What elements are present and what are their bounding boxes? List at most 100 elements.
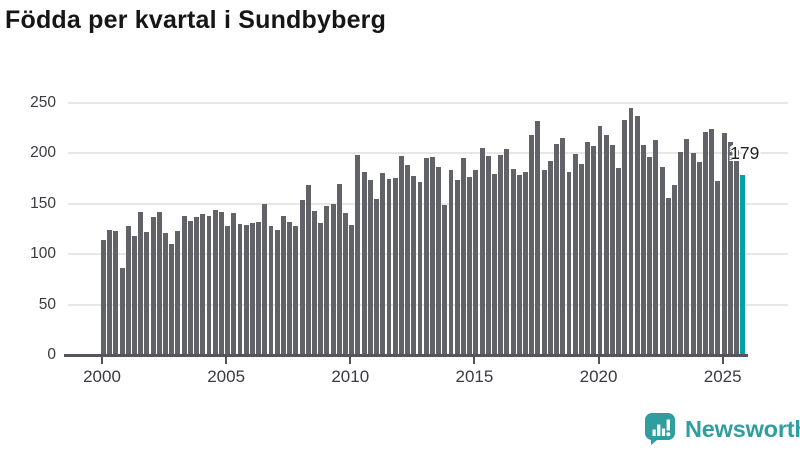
bar (585, 142, 591, 355)
bar (529, 135, 535, 355)
bar (181, 215, 187, 355)
bar (355, 155, 361, 355)
bar (386, 178, 392, 355)
bar (659, 166, 665, 355)
bar (690, 153, 696, 355)
x-axis-tick-label: 2015 (455, 367, 494, 386)
x-axis-tick-label: 2005 (207, 367, 246, 386)
bar (125, 225, 131, 355)
bar (560, 138, 566, 355)
bar (243, 224, 249, 355)
bar (442, 204, 448, 355)
bar (312, 210, 317, 355)
highlight-value-label: 179 (730, 142, 760, 163)
bar (597, 126, 603, 355)
bar (374, 198, 379, 355)
bar (324, 205, 330, 355)
bar (262, 203, 268, 355)
bar (417, 181, 423, 355)
x-axis-tick-label: 2025 (703, 367, 742, 386)
bar (492, 173, 497, 355)
bar (138, 211, 144, 355)
bar (665, 197, 671, 355)
y-axis-tick-label: 200 (30, 144, 56, 162)
bar (144, 232, 150, 355)
chart-title: Födda per kvartal i Sundbyberg (5, 6, 387, 34)
bar (330, 203, 336, 355)
x-axis-tick (721, 357, 724, 364)
bar (684, 139, 690, 355)
bar (672, 184, 677, 355)
bar (274, 230, 280, 355)
x-axis-tick (473, 357, 476, 364)
bar (498, 155, 504, 355)
bar (156, 211, 162, 355)
bar (212, 209, 218, 355)
y-axis-tick-label: 0 (47, 346, 56, 363)
bar-highlight-latest-quarter (740, 174, 746, 355)
x-axis-tick (349, 357, 352, 364)
bar (461, 158, 466, 355)
bar (187, 220, 193, 355)
bar (653, 140, 659, 355)
bar (734, 150, 739, 355)
bar (163, 233, 168, 355)
bar (678, 152, 684, 355)
bar (287, 221, 293, 355)
bar (119, 268, 125, 355)
bar (628, 108, 634, 355)
bar (132, 236, 137, 355)
bar (256, 221, 262, 355)
bar (547, 161, 553, 355)
x-axis-tick (597, 357, 600, 364)
y-axis-tick-label: 100 (30, 245, 56, 263)
bar (578, 164, 584, 355)
bar (647, 157, 653, 355)
bar (572, 154, 578, 355)
bar (318, 222, 324, 355)
bar (299, 199, 305, 355)
bar (231, 212, 237, 355)
bar (225, 225, 231, 355)
bar (485, 156, 491, 355)
bar (535, 121, 541, 355)
bar (715, 180, 721, 355)
bar (473, 169, 479, 355)
bar (516, 174, 522, 355)
bar (411, 175, 417, 355)
y-axis-tick-label: 250 (30, 94, 56, 111)
bar (361, 171, 367, 355)
bar (194, 216, 199, 355)
bar (641, 145, 646, 355)
bar (436, 166, 442, 355)
gridline-y-250 (68, 102, 788, 104)
x-axis-line (64, 354, 749, 357)
y-axis-tick-label: 50 (38, 295, 56, 313)
bar (696, 162, 702, 355)
bar (380, 172, 386, 355)
gridline-y-200 (68, 152, 788, 155)
bar (721, 133, 727, 355)
bar (709, 129, 715, 355)
y-axis-tick-label: 150 (30, 194, 56, 212)
bar (523, 171, 528, 355)
x-axis-tick-label: 2020 (579, 367, 618, 386)
bar (349, 224, 355, 355)
bar (367, 179, 373, 355)
bar (218, 211, 224, 355)
bar (510, 168, 516, 355)
bar (603, 135, 609, 355)
bar (293, 225, 299, 355)
bar (343, 212, 348, 355)
newsworthy-logo-text: Newsworthy (685, 415, 800, 442)
bar (467, 176, 473, 355)
bar (429, 157, 435, 355)
bar (249, 222, 255, 355)
bar (113, 231, 119, 355)
bar (398, 156, 404, 355)
bar (622, 120, 628, 355)
bar (634, 116, 640, 355)
bar (392, 177, 398, 355)
